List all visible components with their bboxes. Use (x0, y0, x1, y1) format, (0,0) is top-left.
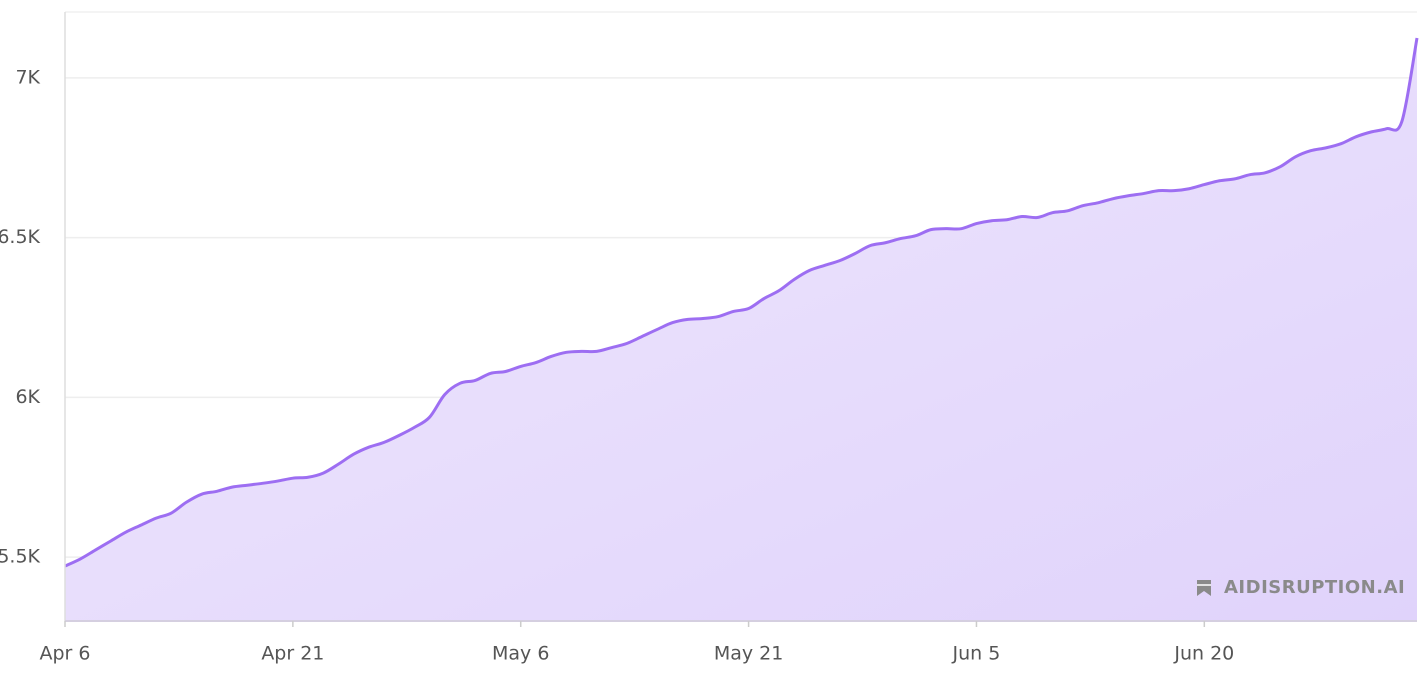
x-tick-label: May 6 (492, 643, 549, 665)
x-tick-label: Apr 6 (40, 643, 91, 665)
x-tick-label: Jun 20 (1173, 643, 1234, 665)
x-tick-label: May 21 (714, 643, 784, 665)
y-tick-label: 5.5K (0, 546, 41, 568)
watermark-icon (1197, 580, 1211, 596)
watermark: AIDISRUPTION.AI (1197, 577, 1405, 598)
y-tick-label: 6K (15, 386, 40, 408)
y-tick-label: 6.5K (0, 226, 41, 248)
watermark-text: AIDISRUPTION.AI (1224, 577, 1405, 598)
area-fill (65, 37, 1417, 622)
x-tick-label: Jun 5 (952, 643, 1001, 665)
area-line (64, 37, 1419, 568)
x-tick-label: Apr 21 (261, 643, 324, 665)
y-tick-label: 7K (15, 66, 40, 88)
